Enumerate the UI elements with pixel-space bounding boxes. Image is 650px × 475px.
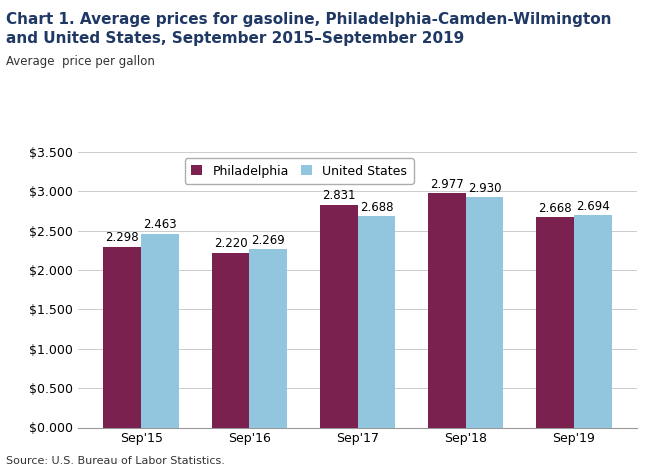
Bar <box>428 193 465 428</box>
Text: 2.977: 2.977 <box>430 178 463 191</box>
Text: 2.930: 2.930 <box>468 181 501 194</box>
Bar <box>358 216 395 428</box>
Bar <box>211 253 250 428</box>
Text: 2.694: 2.694 <box>576 200 610 213</box>
Legend: Philadelphia, United States: Philadelphia, United States <box>185 158 413 184</box>
Text: 2.463: 2.463 <box>144 218 177 231</box>
Bar <box>103 247 141 428</box>
Text: 2.298: 2.298 <box>105 231 139 244</box>
Bar <box>141 234 179 428</box>
Text: Chart 1. Average prices for gasoline, Philadelphia-Camden-Wilmington: Chart 1. Average prices for gasoline, Ph… <box>6 12 612 27</box>
Text: Average  price per gallon: Average price per gallon <box>6 55 155 67</box>
Bar <box>320 205 358 428</box>
Bar <box>574 216 612 428</box>
Text: Source: U.S. Bureau of Labor Statistics.: Source: U.S. Bureau of Labor Statistics. <box>6 456 226 466</box>
Text: 2.688: 2.688 <box>359 200 393 214</box>
Text: 2.220: 2.220 <box>214 238 247 250</box>
Bar <box>465 197 504 428</box>
Text: 2.668: 2.668 <box>538 202 571 215</box>
Bar <box>536 218 574 428</box>
Text: and United States, September 2015–September 2019: and United States, September 2015–Septem… <box>6 31 465 46</box>
Text: 2.269: 2.269 <box>252 234 285 247</box>
Bar <box>250 249 287 428</box>
Text: 2.831: 2.831 <box>322 190 356 202</box>
